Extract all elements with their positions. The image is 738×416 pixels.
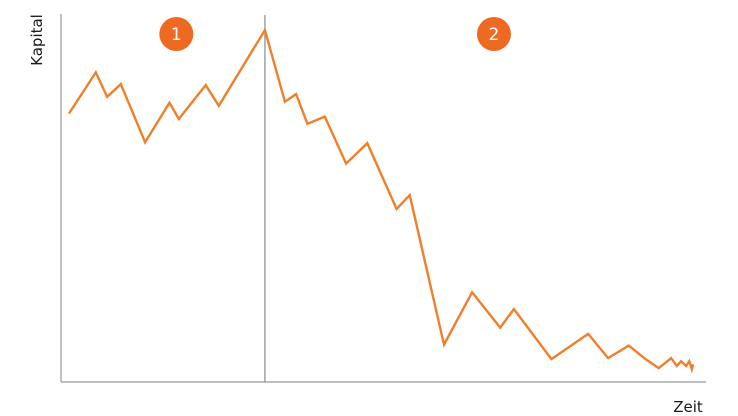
phase-number-2: 2 <box>489 25 500 45</box>
phase-badge-2 <box>476 17 511 51</box>
y-axis-label: Kapital <box>28 14 46 66</box>
x-axis-label: Zeit <box>673 398 703 416</box>
phase-number-1: 1 <box>171 25 182 45</box>
capital-series-line <box>67 27 695 374</box>
phase-badge-1 <box>159 17 194 51</box>
